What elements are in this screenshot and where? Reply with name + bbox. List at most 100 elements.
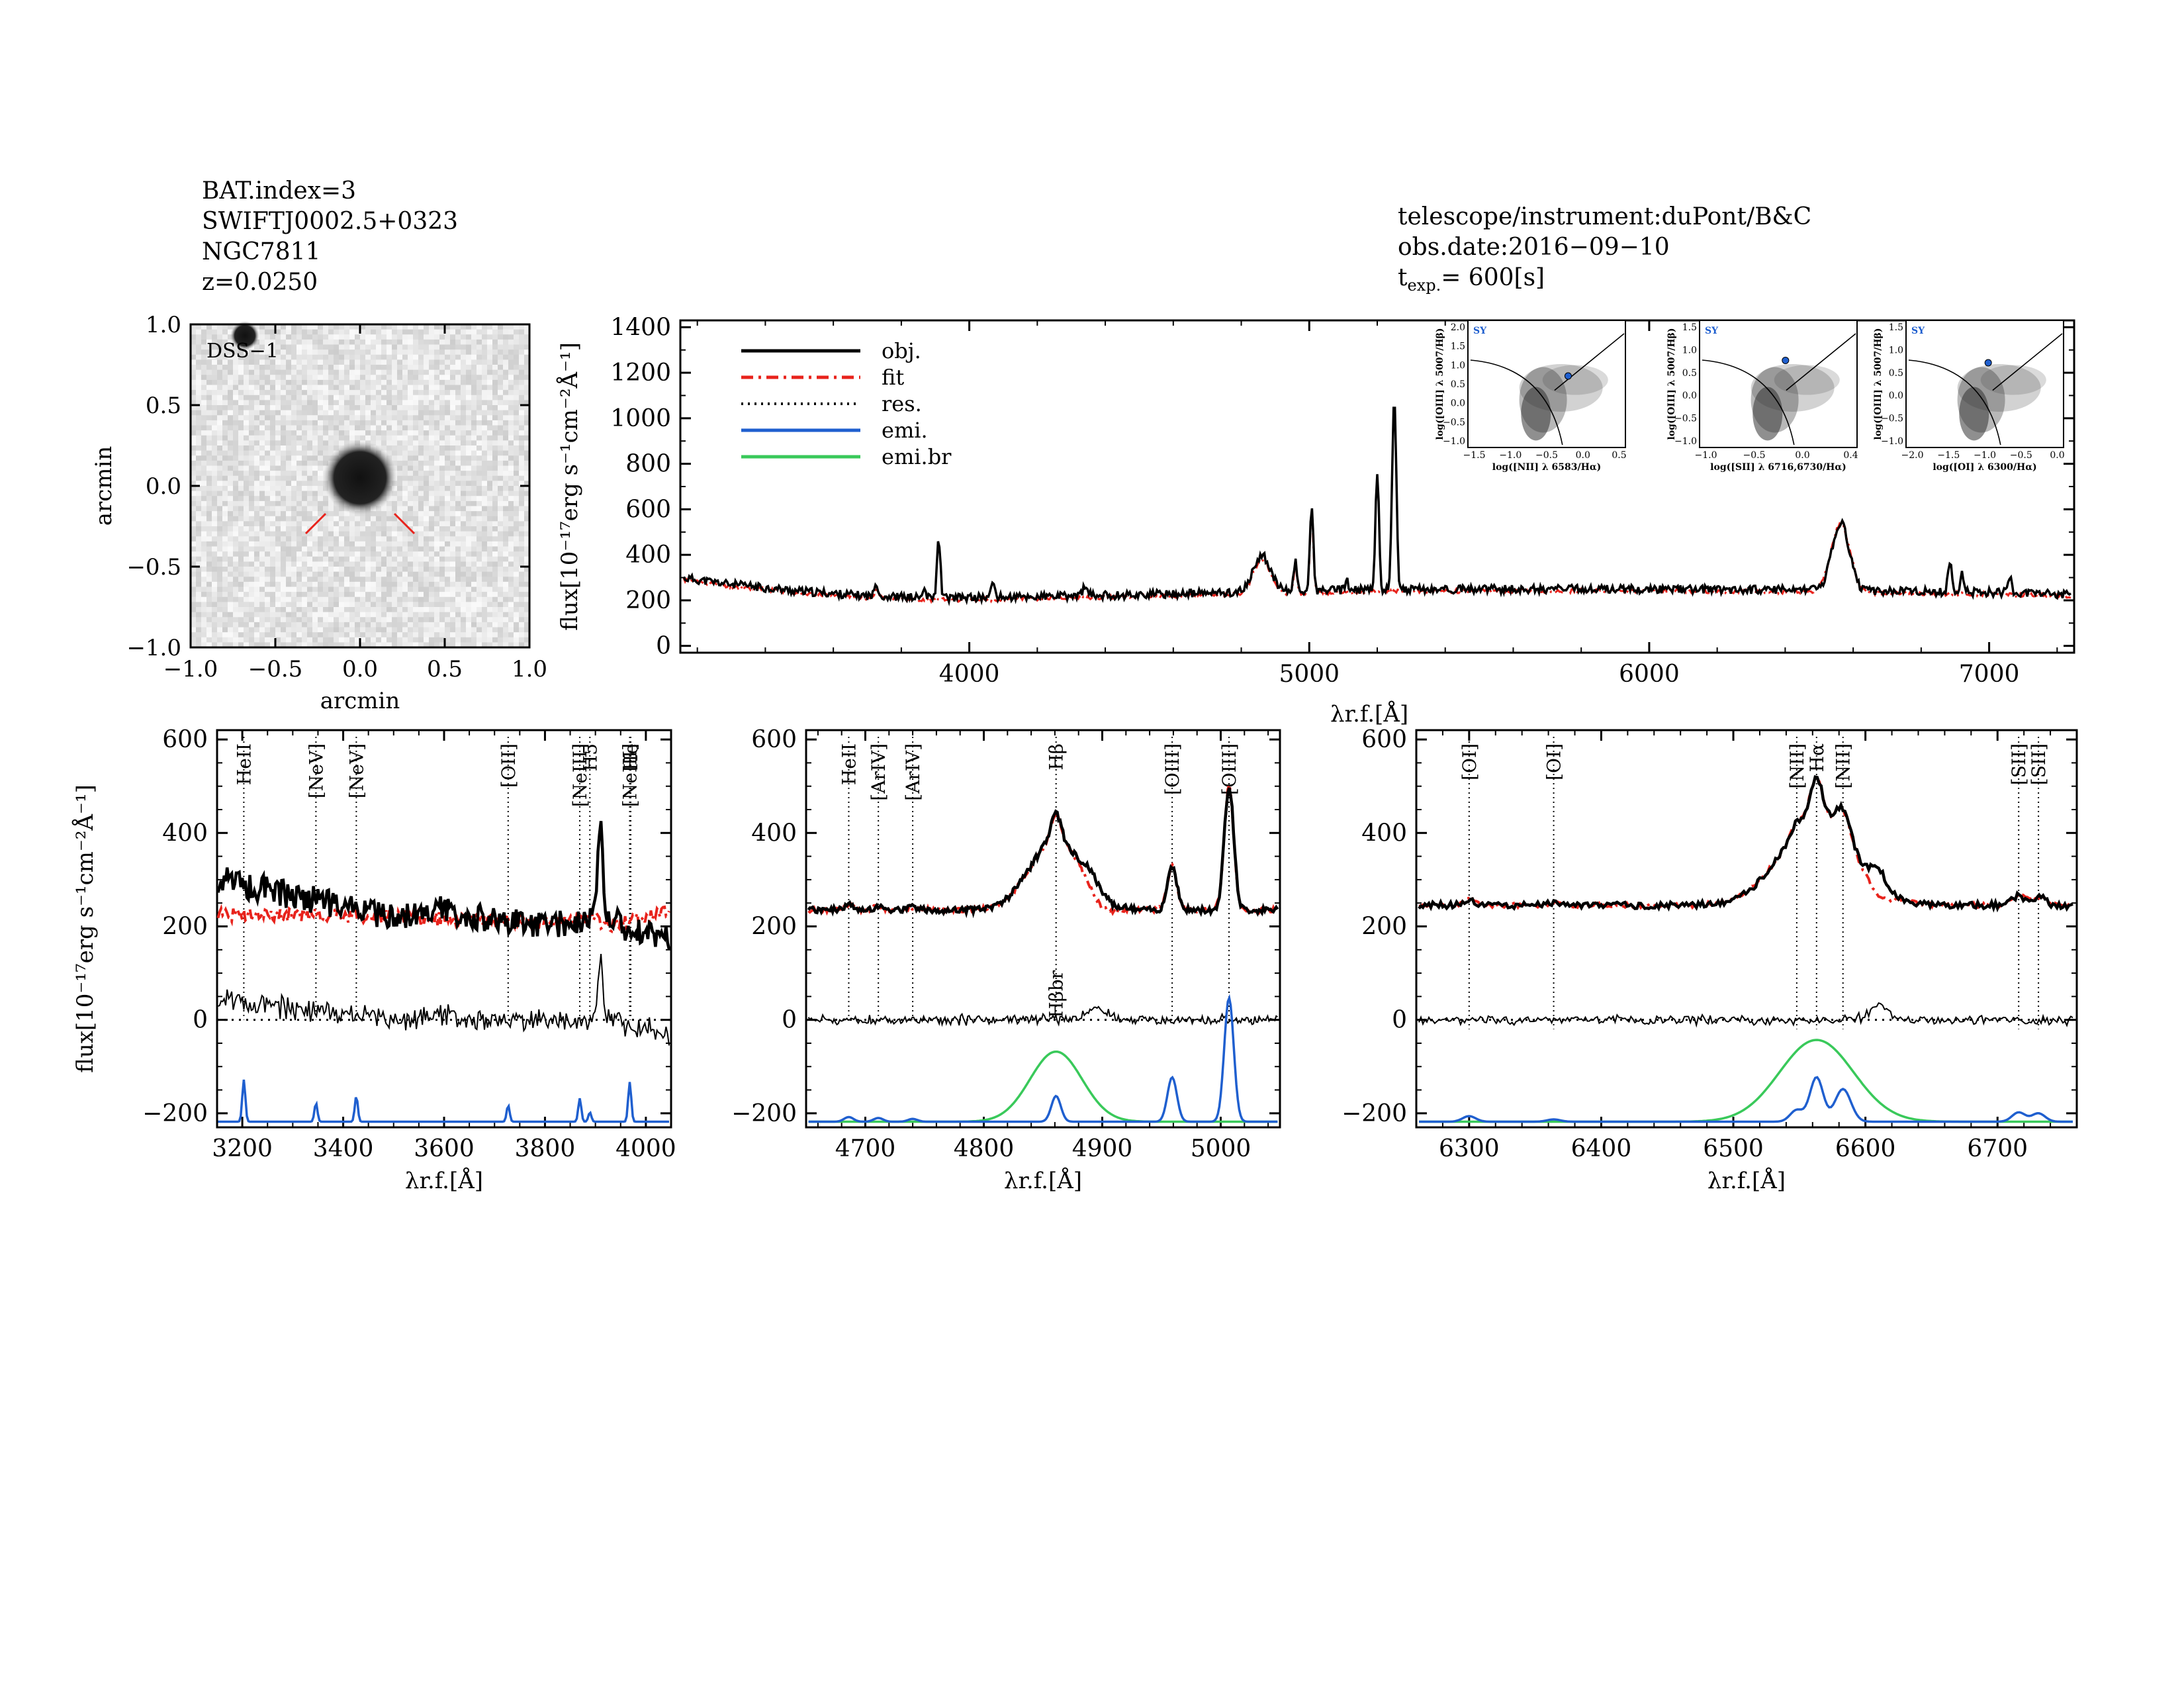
- dss-pixel: [275, 622, 281, 628]
- dss-marker: [304, 512, 327, 535]
- dss-pixel: [296, 622, 302, 628]
- bpt-tag: SY: [1705, 326, 1719, 336]
- dss-pixel: [471, 551, 477, 557]
- dss-pixel: [217, 531, 223, 537]
- dss-pixel: [307, 617, 313, 623]
- dss-pixel: [244, 460, 250, 467]
- dss-pixel: [323, 425, 329, 431]
- dss-pixel: [212, 567, 218, 573]
- dss-source: [230, 321, 259, 351]
- dss-pixel: [212, 556, 218, 562]
- dss-pixel: [519, 471, 525, 477]
- dss-pixel: [296, 526, 302, 532]
- dss-pixel: [487, 627, 493, 633]
- dss-pixel: [434, 536, 440, 542]
- dss-pixel: [381, 385, 387, 391]
- dss-pixel: [196, 385, 202, 391]
- dss-pixel: [244, 567, 250, 573]
- dss-pixel: [228, 571, 234, 577]
- dss-pixel: [381, 617, 387, 623]
- dss-pixel: [392, 500, 398, 507]
- dss-pixel: [196, 592, 202, 598]
- dss-pixel: [418, 491, 424, 496]
- dss-pixel: [371, 415, 377, 421]
- dss-pixel: [222, 481, 228, 487]
- dss-pixel: [291, 415, 297, 421]
- dss-pixel: [387, 541, 392, 547]
- dss-pixel: [254, 612, 260, 618]
- dss-pixel: [206, 354, 212, 360]
- dss-pixel: [281, 405, 287, 411]
- dss-pixel: [429, 410, 435, 416]
- dss-pixel: [524, 460, 530, 467]
- dss-pixel: [296, 516, 302, 522]
- dss-pixel: [445, 334, 451, 340]
- dss-pixel: [312, 531, 318, 537]
- dss-pixel: [265, 571, 271, 577]
- dss-pixel: [344, 354, 350, 360]
- dss-pixel: [328, 324, 334, 330]
- dss-pixel: [296, 385, 302, 391]
- dss-pixel: [492, 465, 498, 471]
- dss-pixel: [222, 435, 228, 441]
- dss-pixel: [524, 612, 530, 618]
- dss-pixel: [434, 561, 440, 567]
- dss-pixel: [334, 415, 340, 421]
- dss-pixel: [429, 415, 435, 421]
- dss-pixel: [482, 617, 488, 623]
- dss-pixel: [519, 465, 525, 471]
- dss-pixel: [461, 405, 467, 411]
- dss-pixel: [392, 339, 398, 346]
- dss-pixel: [244, 637, 250, 643]
- dss-pixel: [286, 581, 292, 588]
- dss-pixel: [233, 546, 239, 552]
- dss-pixel: [233, 460, 239, 467]
- dss-pixel: [191, 531, 197, 537]
- dss-pixel: [328, 577, 334, 583]
- dss-pixel: [222, 556, 228, 562]
- dss-pixel: [196, 637, 202, 643]
- dss-pixel: [392, 379, 398, 386]
- dss-pixel: [413, 339, 419, 346]
- dss-pixel: [291, 607, 297, 613]
- dss-pixel: [482, 551, 488, 557]
- dss-pixel: [222, 460, 228, 467]
- dss-pixel: [286, 365, 292, 371]
- dss-pixel: [418, 350, 424, 355]
- dss-pixel: [461, 577, 467, 583]
- dss-pixel: [191, 561, 197, 567]
- dss-pixel: [228, 400, 234, 406]
- dss-pixel: [360, 617, 366, 623]
- zoom-blue-xtick-label: 3600: [414, 1135, 475, 1162]
- dss-pixel: [349, 637, 355, 643]
- dss-pixel: [371, 607, 377, 613]
- dss-pixel: [254, 617, 260, 623]
- dss-pixel: [312, 329, 318, 335]
- dss-pixel: [381, 339, 387, 346]
- dss-pixel: [275, 617, 281, 623]
- dss-pixel: [328, 415, 334, 421]
- dss-pixel: [413, 420, 419, 426]
- dss-pixel: [450, 581, 456, 588]
- dss-pixel: [429, 581, 435, 588]
- dss-pixel: [514, 491, 520, 496]
- dss-pixel: [344, 546, 350, 552]
- dss-pixel: [206, 395, 212, 400]
- dss-pixel: [254, 521, 260, 527]
- dss-pixel: [376, 541, 382, 547]
- dss-pixel: [466, 511, 472, 517]
- dss-pixel: [482, 561, 488, 567]
- dss-pixel: [249, 420, 255, 426]
- dss-pixel: [402, 415, 408, 421]
- dss-pixel: [259, 430, 265, 436]
- dss-pixel: [392, 516, 398, 522]
- dss-pixel: [212, 375, 218, 381]
- dss-pixel: [334, 365, 340, 371]
- dss-pixel: [392, 365, 398, 371]
- dss-pixel: [201, 607, 207, 613]
- dss-pixel: [296, 475, 302, 481]
- dss-pixel: [508, 350, 514, 355]
- dss-pixel: [259, 536, 265, 542]
- dss-pixel: [445, 400, 451, 406]
- dss-pixel: [381, 354, 387, 360]
